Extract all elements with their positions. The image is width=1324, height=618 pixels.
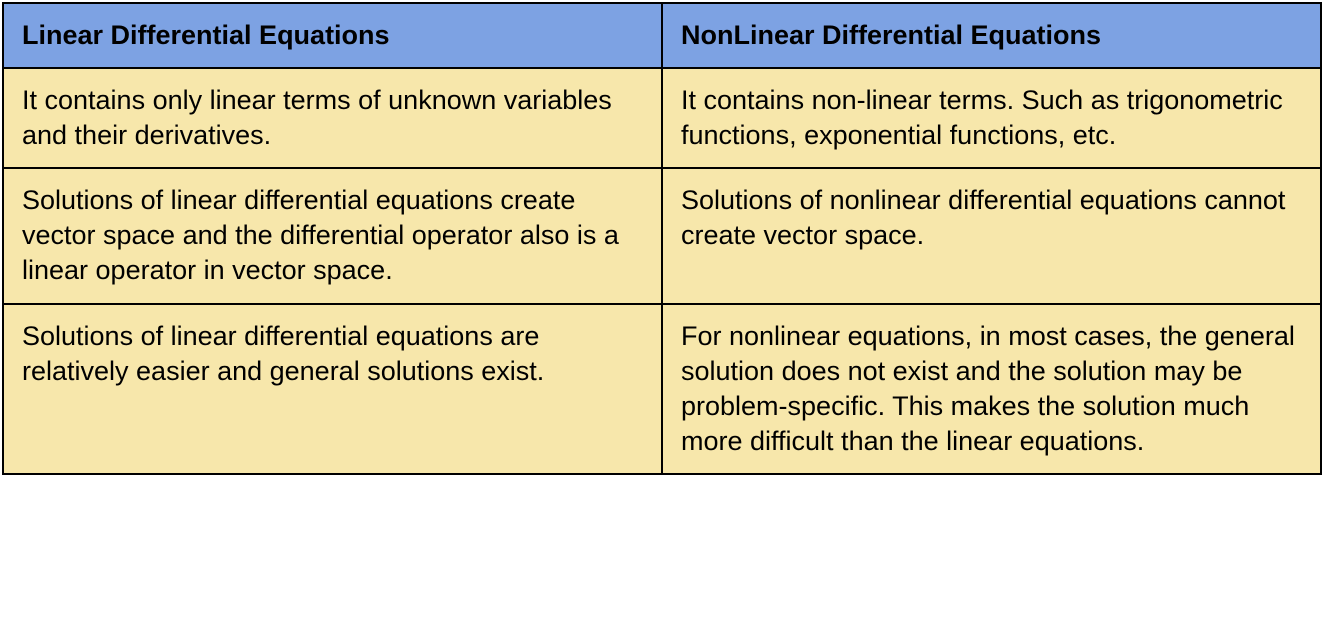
cell-linear: Solutions of linear differential equatio… (3, 168, 662, 303)
cell-nonlinear: Solutions of nonlinear differential equa… (662, 168, 1321, 303)
table-row: Solutions of linear differential equatio… (3, 168, 1321, 303)
table-row: It contains only linear terms of unknown… (3, 68, 1321, 168)
cell-nonlinear: It contains non-linear terms. Such as tr… (662, 68, 1321, 168)
cell-linear: It contains only linear terms of unknown… (3, 68, 662, 168)
table-row: Solutions of linear differential equatio… (3, 304, 1321, 474)
header-linear: Linear Differential Equations (3, 3, 662, 68)
cell-nonlinear: For nonlinear equations, in most cases, … (662, 304, 1321, 474)
table-header-row: Linear Differential Equations NonLinear … (3, 3, 1321, 68)
header-nonlinear: NonLinear Differential Equations (662, 3, 1321, 68)
comparison-table: Linear Differential Equations NonLinear … (2, 2, 1322, 475)
cell-linear: Solutions of linear differential equatio… (3, 304, 662, 474)
